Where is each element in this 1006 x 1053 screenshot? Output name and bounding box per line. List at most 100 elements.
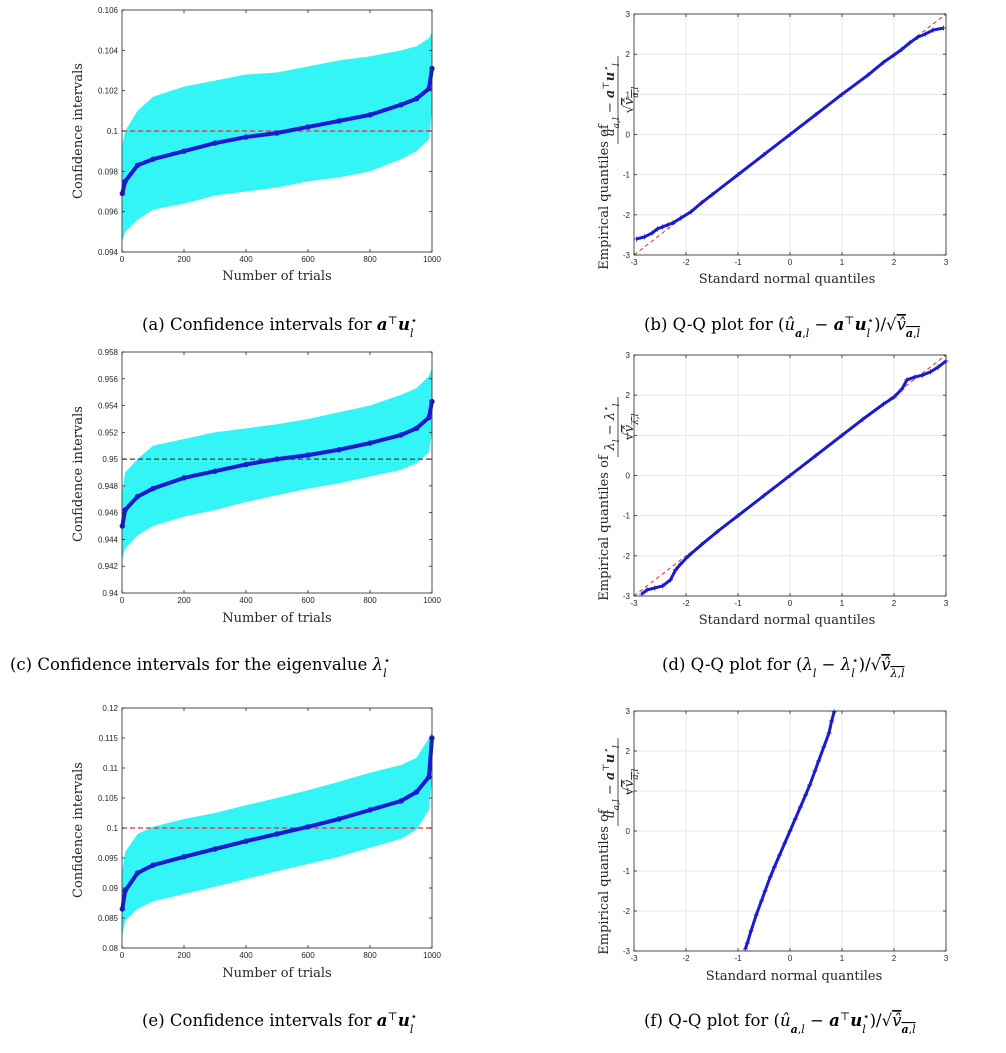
plot-b-qq-point-20 — [907, 40, 913, 46]
plot-c-xtick-label-3: 600 — [301, 596, 315, 605]
plot-b-qq-point-11 — [735, 172, 741, 178]
plot-c-xtick-label-2: 400 — [239, 596, 253, 605]
panel-f-xlabel: Standard normal quantiles — [706, 969, 883, 984]
plot-b-qq-point-6 — [670, 220, 676, 226]
plot-e-estimate-point-11 — [398, 798, 404, 804]
plot-c-estimate-point-13 — [426, 414, 432, 421]
plot-b-xtick-label-2: -1 — [734, 258, 742, 267]
plot-d-qq-point-15 — [860, 416, 866, 422]
plot-d-ytick-label-3: 0 — [626, 472, 631, 481]
caption-c: (c) Confidence intervals for the eigenva… — [10, 654, 391, 680]
plot-a-estimate-point-13 — [426, 85, 432, 92]
plot-b-xtick-label-3: 0 — [788, 258, 793, 267]
caption-b: (b) Q-Q plot for (ûa,l − a⊤ul⋆)/√v̂a,l — [644, 314, 921, 340]
plot-d-ytick-label-4: 1 — [626, 431, 631, 440]
plot-f-qq-point-12 — [797, 804, 803, 810]
plot-d-qq-point-8 — [699, 542, 705, 548]
panel-c-xlabel: Number of trials — [222, 611, 331, 626]
plot-d-qq-point-19 — [904, 377, 910, 383]
plot-a-estimate-line — [120, 66, 434, 196]
plot-b-ytick-label-2: -1 — [623, 171, 631, 180]
caption-f-label: (f) Q-Q plot for — [644, 1011, 768, 1030]
plot-d-qq-point-23 — [935, 364, 941, 370]
plot-d-ytick-label-1: -2 — [623, 552, 631, 561]
plot-b-qq-point-24 — [940, 25, 946, 31]
plot-c-estimate-point-5 — [212, 468, 218, 474]
plot-d-qq-point-11 — [761, 493, 767, 499]
plot-f-ytick-label-0: -3 — [623, 947, 631, 956]
plot-d-qq-point-16 — [881, 401, 887, 407]
plot-e-ytick-label-3: 0.095 — [98, 854, 119, 863]
plot-a-confidence-band — [122, 32, 432, 242]
plot-e-ytick-label-8: 0.12 — [102, 704, 118, 713]
plot-e-estimate-point-12 — [413, 789, 420, 795]
plot-b-qq-point-12 — [761, 152, 767, 158]
caption-e: (e) Confidence intervals for a⊤ul⋆ — [142, 1010, 417, 1036]
plot-b-qq-point-0 — [634, 236, 640, 242]
plot-f-qq-point-1 — [744, 940, 750, 946]
plot-b-xtick-label-5: 2 — [892, 258, 897, 267]
plot-e-ytick-label-5: 0.105 — [98, 794, 119, 803]
plot-e-ytick-label-7: 0.115 — [99, 734, 119, 743]
panel-f: -3 -2 -1 0 1 2 3 -3 -2 -1 0 1 2 3 Standard normal qua… — [597, 707, 949, 1036]
plot-b-ytick-label-5: 2 — [626, 50, 631, 59]
panel-a: 0 200 400 600 800 1000 0.094 0.096 0.098 0.1 0.102… — [71, 6, 441, 340]
plot-a-estimate-point-6 — [243, 134, 249, 140]
plot-a-ytick-label-4: 0.102 — [98, 87, 119, 96]
plot-d-ytick-label-0: -3 — [623, 592, 631, 601]
plot-f-qq-point-3 — [753, 912, 759, 918]
plot-e-estimate-point-4 — [181, 854, 187, 860]
plot-d-xtick-label-0: -3 — [630, 599, 638, 608]
plot-b-xtick-label-4: 1 — [840, 258, 845, 267]
plot-a-estimate-point-5 — [212, 140, 218, 146]
plot-d-qq-point-12 — [787, 473, 793, 478]
plot-f-qq-point-2 — [748, 928, 754, 934]
plot-c-area: 0 200 400 600 800 1000 0.94 0.942 0.944 0.946 0.94… — [98, 348, 441, 605]
panel-b-ylabel: Empirical quantiles of — [597, 123, 612, 270]
plot-c-estimate-point-4 — [181, 475, 187, 481]
caption-d: (d) Q-Q plot for (λl − λl⋆)/√v̂λ,l — [662, 654, 905, 680]
plot-c-estimate-point-3 — [150, 485, 156, 492]
caption-c-label: (c) Confidence intervals for the eigenva… — [10, 655, 367, 674]
plot-d-qq-point-3 — [660, 583, 666, 589]
plot-a-estimate-point-7 — [274, 130, 280, 136]
plot-a-ytick-label-5: 0.104 — [98, 46, 119, 55]
plot-a-estimate-point-8 — [305, 124, 311, 130]
plot-c-xtick-label-5: 1000 — [423, 596, 441, 605]
plot-f-xtick-label-0: -3 — [630, 954, 638, 963]
plot-e-estimate-point-9 — [336, 816, 342, 822]
plot-d-ytick-label-5: 2 — [626, 391, 631, 400]
plot-d-ytick-label-6: 3 — [626, 351, 631, 360]
plot-d-qq-point-5 — [673, 567, 679, 573]
plot-e-ytick-label-4: 0.1 — [107, 824, 119, 833]
plot-b-ytick-label-6: 3 — [626, 10, 631, 19]
plot-c-ytick-label-7: 0.954 — [98, 402, 119, 411]
caption-d-label: (d) Q-Q plot for — [662, 655, 791, 674]
plot-f-qq-point-5 — [762, 888, 768, 894]
plot-c-xtick-label-0: 0 — [120, 596, 125, 605]
plot-a-estimate-point-1 — [122, 178, 128, 185]
plot-f-qq-point-6 — [767, 874, 773, 880]
plot-e-estimate-point-7 — [274, 831, 280, 837]
plot-c-frame — [121, 351, 433, 594]
plot-b-qq-point-5 — [665, 222, 671, 228]
plot-f-ytick-label-3: 0 — [626, 827, 631, 836]
plot-c-ytick-label-2: 0.944 — [98, 535, 119, 544]
plot-f-qq-point-9 — [782, 840, 788, 846]
plot-d-xtick-label-6: 3 — [944, 599, 949, 608]
plot-b-qq-point-17 — [881, 59, 887, 65]
plot-b-qq-point-16 — [865, 72, 871, 78]
plot-a-estimate-point-10 — [367, 112, 373, 118]
plot-f-xtick-label-3: 0 — [788, 954, 793, 963]
plot-b-qq-point-21 — [914, 34, 920, 40]
plot-f-xtick-label-6: 3 — [944, 954, 949, 963]
plot-f-xtick-label-5: 2 — [892, 954, 897, 963]
svg-text:λl − λ⋆l: λl − λ⋆l — [602, 403, 622, 451]
plot-a-xtick-label-1: 200 — [177, 255, 191, 264]
plot-f-xtick-label-1: -2 — [682, 954, 690, 963]
plot-f-qq-point-8 — [777, 852, 783, 858]
plot-c-xtick-label-4: 800 — [363, 596, 377, 605]
plot-b-qq-point-13 — [787, 132, 793, 137]
plot-c-ytick-label-5: 0.95 — [102, 455, 118, 464]
plot-f-qq-point-7 — [771, 864, 777, 870]
